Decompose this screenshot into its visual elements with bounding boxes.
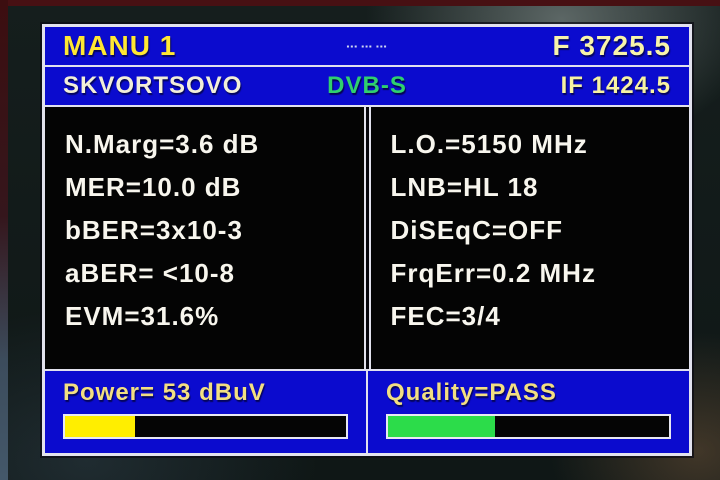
settings-panel: L.O.=5150 MHz LNB=HL 18 DiSEqC=OFF FrqEr… — [368, 107, 689, 369]
measurement-row: N.Marg=3.6 dB — [65, 129, 260, 159]
measurement-row: bBER=3x10-3 — [65, 215, 243, 245]
satellite-name: SKVORTSOVO — [63, 72, 243, 99]
setting-row: FEC=3/4 — [390, 301, 501, 331]
signal-indicator-icon: ▪▪▪ ▪▪▪ ▪▪▪ — [346, 41, 388, 51]
measurements-panel: N.Marg=3.6 dB MER=10.0 dB bBER=3x10-3 aB… — [45, 107, 366, 369]
video-edge-artifact — [0, 0, 720, 6]
setting-row: LNB=HL 18 — [390, 172, 539, 202]
video-edge-artifact — [0, 0, 8, 480]
readout-area: N.Marg=3.6 dB MER=10.0 dB bBER=3x10-3 aB… — [45, 107, 689, 371]
measurement-row: MER=10.0 dB — [65, 172, 242, 202]
power-section: Power= 53 dBuV — [45, 371, 368, 453]
setting-row: FrqErr=0.2 MHz — [390, 258, 596, 288]
status-area: Power= 53 dBuV Quality=PASS — [45, 371, 689, 453]
header-bar: MANU 1 ▪▪▪ ▪▪▪ ▪▪▪ F 3725.5 — [45, 27, 689, 67]
setting-row: DiSEqC=OFF — [390, 215, 564, 245]
measurement-row: EVM=31.6% — [65, 301, 220, 331]
power-label: Power= 53 dBuV — [63, 379, 266, 406]
quality-section: Quality=PASS — [368, 371, 689, 453]
frequency-label: F 3725.5 — [552, 30, 671, 61]
measurement-row: aBER= <10-8 — [65, 258, 235, 288]
quality-bar — [386, 414, 671, 439]
if-frequency: IF 1424.5 — [560, 72, 672, 99]
channel-bar: SKVORTSOVO DVB-S IF 1424.5 — [45, 67, 689, 107]
quality-bar-fill — [388, 416, 495, 437]
osd-panel: MANU 1 ▪▪▪ ▪▪▪ ▪▪▪ F 3725.5 SKVORTSOVO D… — [42, 24, 692, 456]
mode-label: MANU 1 — [63, 30, 177, 61]
dvb-standard-badge: DVB-S — [327, 72, 407, 99]
power-bar — [63, 414, 348, 439]
quality-label: Quality=PASS — [386, 379, 557, 406]
setting-row: L.O.=5150 MHz — [390, 129, 588, 159]
power-bar-fill — [65, 416, 136, 437]
